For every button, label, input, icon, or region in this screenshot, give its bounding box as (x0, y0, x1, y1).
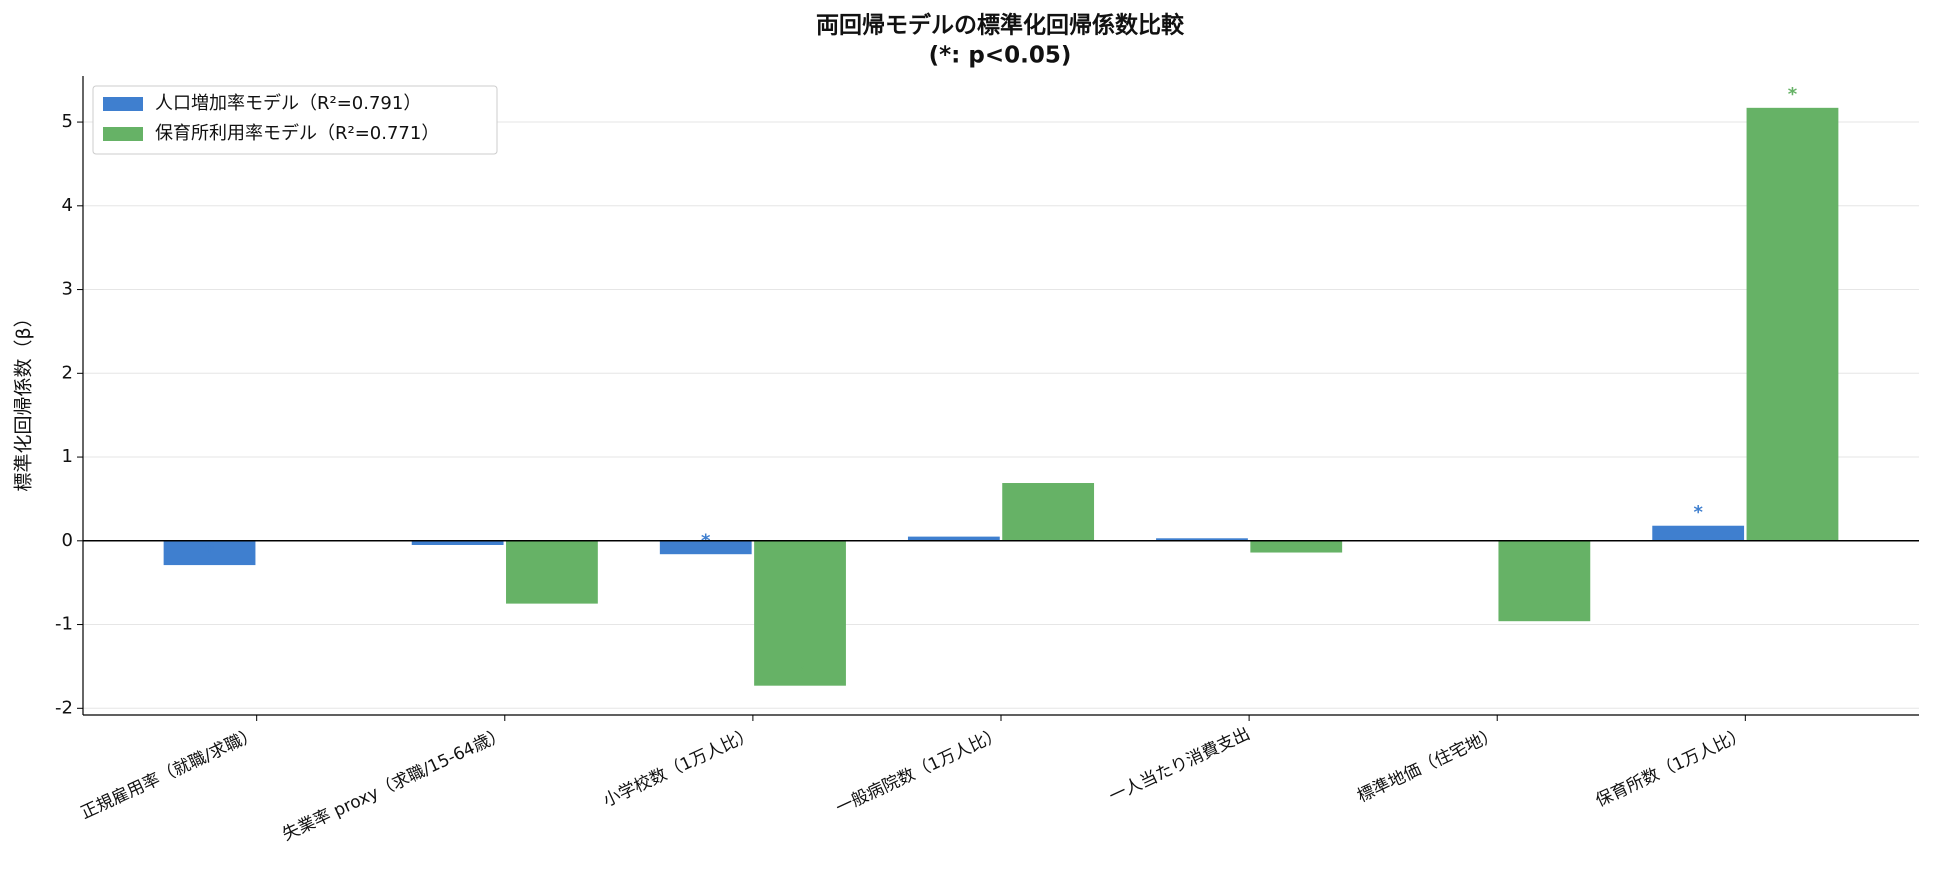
legend-label: 人口増加率モデル（R²=0.791） (155, 93, 421, 114)
legend-swatch (103, 127, 143, 141)
bar (506, 540, 598, 604)
bar (1002, 483, 1095, 541)
legend-swatch (103, 97, 143, 111)
y-tick-label: 4 (62, 195, 73, 216)
significance-mark: * (205, 541, 215, 562)
significance-mark: * (1693, 502, 1703, 523)
bar (1250, 540, 1343, 553)
x-tick-label: 一般病院数（1万人比） (833, 724, 1005, 819)
bar (1652, 525, 1745, 541)
bar (1746, 107, 1839, 541)
x-tick-label: 保育所数（1万人比） (1593, 724, 1750, 811)
bar (907, 536, 1000, 541)
legend-label: 保育所利用率モデル（R²=0.771） (155, 123, 439, 144)
significance-mark: * (795, 662, 805, 683)
y-tick-label: 3 (62, 279, 73, 300)
x-tick-label: 失業率 proxy（求職/15-64歳） (279, 724, 509, 845)
legend-box (92, 85, 498, 155)
y-axis-label: 標準化回帰係数（β） (13, 308, 35, 491)
y-tick-label: 5 (62, 111, 73, 132)
bar (754, 540, 846, 686)
x-tick-label: 小学校数（1万人比） (600, 724, 757, 811)
bar (163, 540, 256, 566)
y-tick-label: 1 (62, 446, 73, 467)
y-tick-label: -1 (55, 614, 73, 635)
y-tick-label: -2 (55, 697, 73, 718)
y-tick-label: 0 (62, 530, 73, 551)
x-tick-label: 標準地価（住宅地） (1354, 724, 1501, 807)
chart-subtitle: (*: p<0.05) (929, 43, 1072, 69)
x-tick-label: 一人当たり消費支出 (1106, 724, 1253, 807)
chart-title: 両回帰モデルの標準化回帰係数比較 (816, 12, 1185, 39)
bar (411, 540, 504, 545)
significance-mark: * (1788, 84, 1798, 105)
bar (1156, 538, 1248, 541)
bar (1498, 540, 1591, 622)
y-tick-label: 2 (62, 362, 73, 383)
bar (659, 540, 752, 555)
significance-mark: * (1540, 597, 1550, 618)
x-tick-label: 正規雇用率（就職/求職） (78, 724, 261, 824)
